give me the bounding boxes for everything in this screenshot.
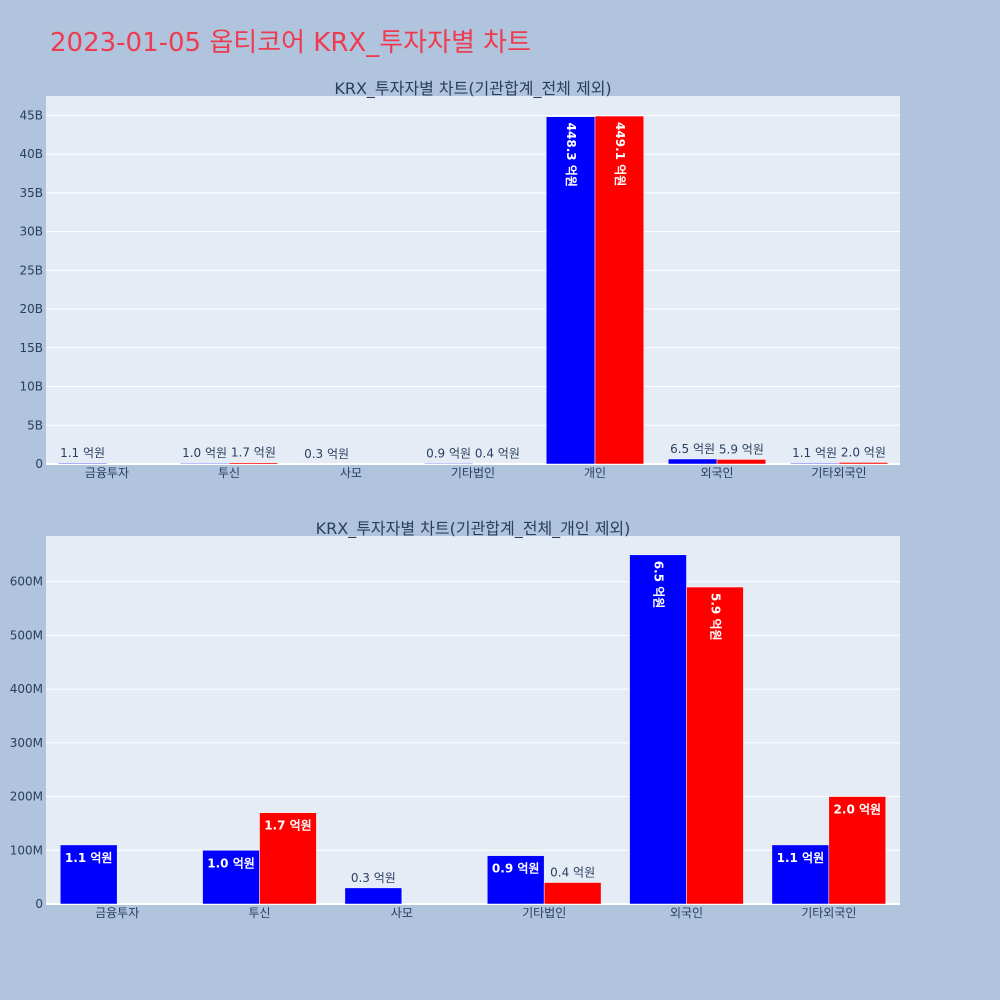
- page-title: 2023-01-05 옵티코어 KRX_투자자별 차트: [50, 28, 532, 58]
- y-tick-label: 0: [35, 897, 43, 911]
- x-tick-label: 기타법인: [522, 906, 566, 920]
- data-label: 0.9 억원: [426, 446, 471, 460]
- bar: [828, 796, 887, 905]
- y-tick-label: 15B: [19, 341, 43, 355]
- x-tick-label: 기타외국인: [801, 906, 856, 920]
- x-tick-label: 투신: [248, 906, 270, 920]
- y-tick-label: 500M: [10, 628, 43, 642]
- bar: [486, 855, 545, 905]
- chart-title: KRX_투자자별 차트(기관합계_전체 제외): [334, 79, 611, 99]
- y-tick-label: 300M: [10, 736, 43, 750]
- bar: [838, 462, 889, 465]
- bar: [545, 116, 596, 465]
- x-tick-label: 금융투자: [95, 906, 139, 920]
- x-tick-label: 외국인: [670, 906, 703, 920]
- y-tick-label: 10B: [19, 380, 43, 394]
- bar: [179, 462, 230, 465]
- data-label: 0.3 억원: [351, 871, 396, 885]
- y-tick-label: 35B: [19, 186, 43, 200]
- bar: [57, 462, 108, 465]
- y-tick-label: 600M: [10, 575, 43, 589]
- plot-area: [46, 536, 900, 904]
- bar: [344, 887, 403, 905]
- data-label: 1.1 억원: [65, 851, 113, 865]
- x-tick-label: 기타외국인: [811, 466, 866, 480]
- x-tick-label: 사모: [340, 466, 362, 480]
- bar: [686, 586, 744, 905]
- y-tick-label: 40B: [19, 147, 43, 161]
- data-label: 1.1 억원: [60, 446, 105, 460]
- x-tick-label: 사모: [391, 906, 413, 920]
- data-label: 448.3 억원: [564, 123, 578, 187]
- y-tick-label: 45B: [19, 108, 43, 122]
- bar: [716, 459, 767, 465]
- bar: [423, 463, 474, 465]
- bar: [789, 462, 840, 465]
- x-tick-label: 투신: [218, 466, 240, 480]
- y-tick-label: 0: [35, 457, 43, 471]
- data-label: 1.1 억원: [792, 446, 837, 460]
- bar: [228, 462, 279, 465]
- x-tick-label: 기타법인: [451, 466, 495, 480]
- data-label: 6.5 억원: [670, 442, 715, 456]
- y-tick-label: 100M: [10, 843, 43, 857]
- y-tick-label: 400M: [10, 682, 43, 696]
- bar: [629, 554, 687, 905]
- data-label: 0.9 억원: [492, 862, 540, 876]
- data-label: 6.5 억원: [652, 561, 666, 609]
- data-label: 2.0 억원: [834, 803, 882, 817]
- y-tick-label: 5B: [27, 418, 43, 432]
- data-label: 0.3 억원: [304, 447, 349, 461]
- data-label: 1.0 억원: [207, 856, 255, 870]
- data-label: 1.1 억원: [777, 851, 825, 865]
- y-tick-label: 20B: [19, 302, 43, 316]
- y-tick-label: 25B: [19, 263, 43, 277]
- data-label: 1.7 억원: [264, 819, 312, 833]
- data-label: 0.4 억원: [550, 866, 595, 880]
- x-tick-label: 개인: [584, 466, 606, 480]
- bar: [202, 850, 260, 905]
- x-tick-label: 금융투자: [85, 466, 129, 480]
- data-label: 1.0 억원: [182, 446, 227, 460]
- bar: [259, 812, 317, 905]
- bar: [667, 458, 718, 465]
- chart-title: KRX_투자자별 차트(기관합계_전체_개인 제외): [316, 519, 631, 539]
- data-label: 0.4 억원: [475, 447, 520, 461]
- data-label: 449.1 억원: [613, 122, 627, 186]
- bar: [594, 115, 645, 465]
- y-tick-label: 200M: [10, 790, 43, 804]
- plot-area: [46, 96, 900, 464]
- data-label: 5.9 억원: [708, 593, 722, 641]
- data-label: 2.0 억원: [841, 445, 886, 459]
- bar: [771, 844, 830, 905]
- bar: [543, 882, 602, 905]
- y-tick-label: 30B: [19, 225, 43, 239]
- x-tick-label: 외국인: [700, 466, 733, 480]
- data-label: 1.7 억원: [231, 446, 276, 460]
- data-label: 5.9 억원: [719, 442, 764, 456]
- bar: [59, 844, 118, 905]
